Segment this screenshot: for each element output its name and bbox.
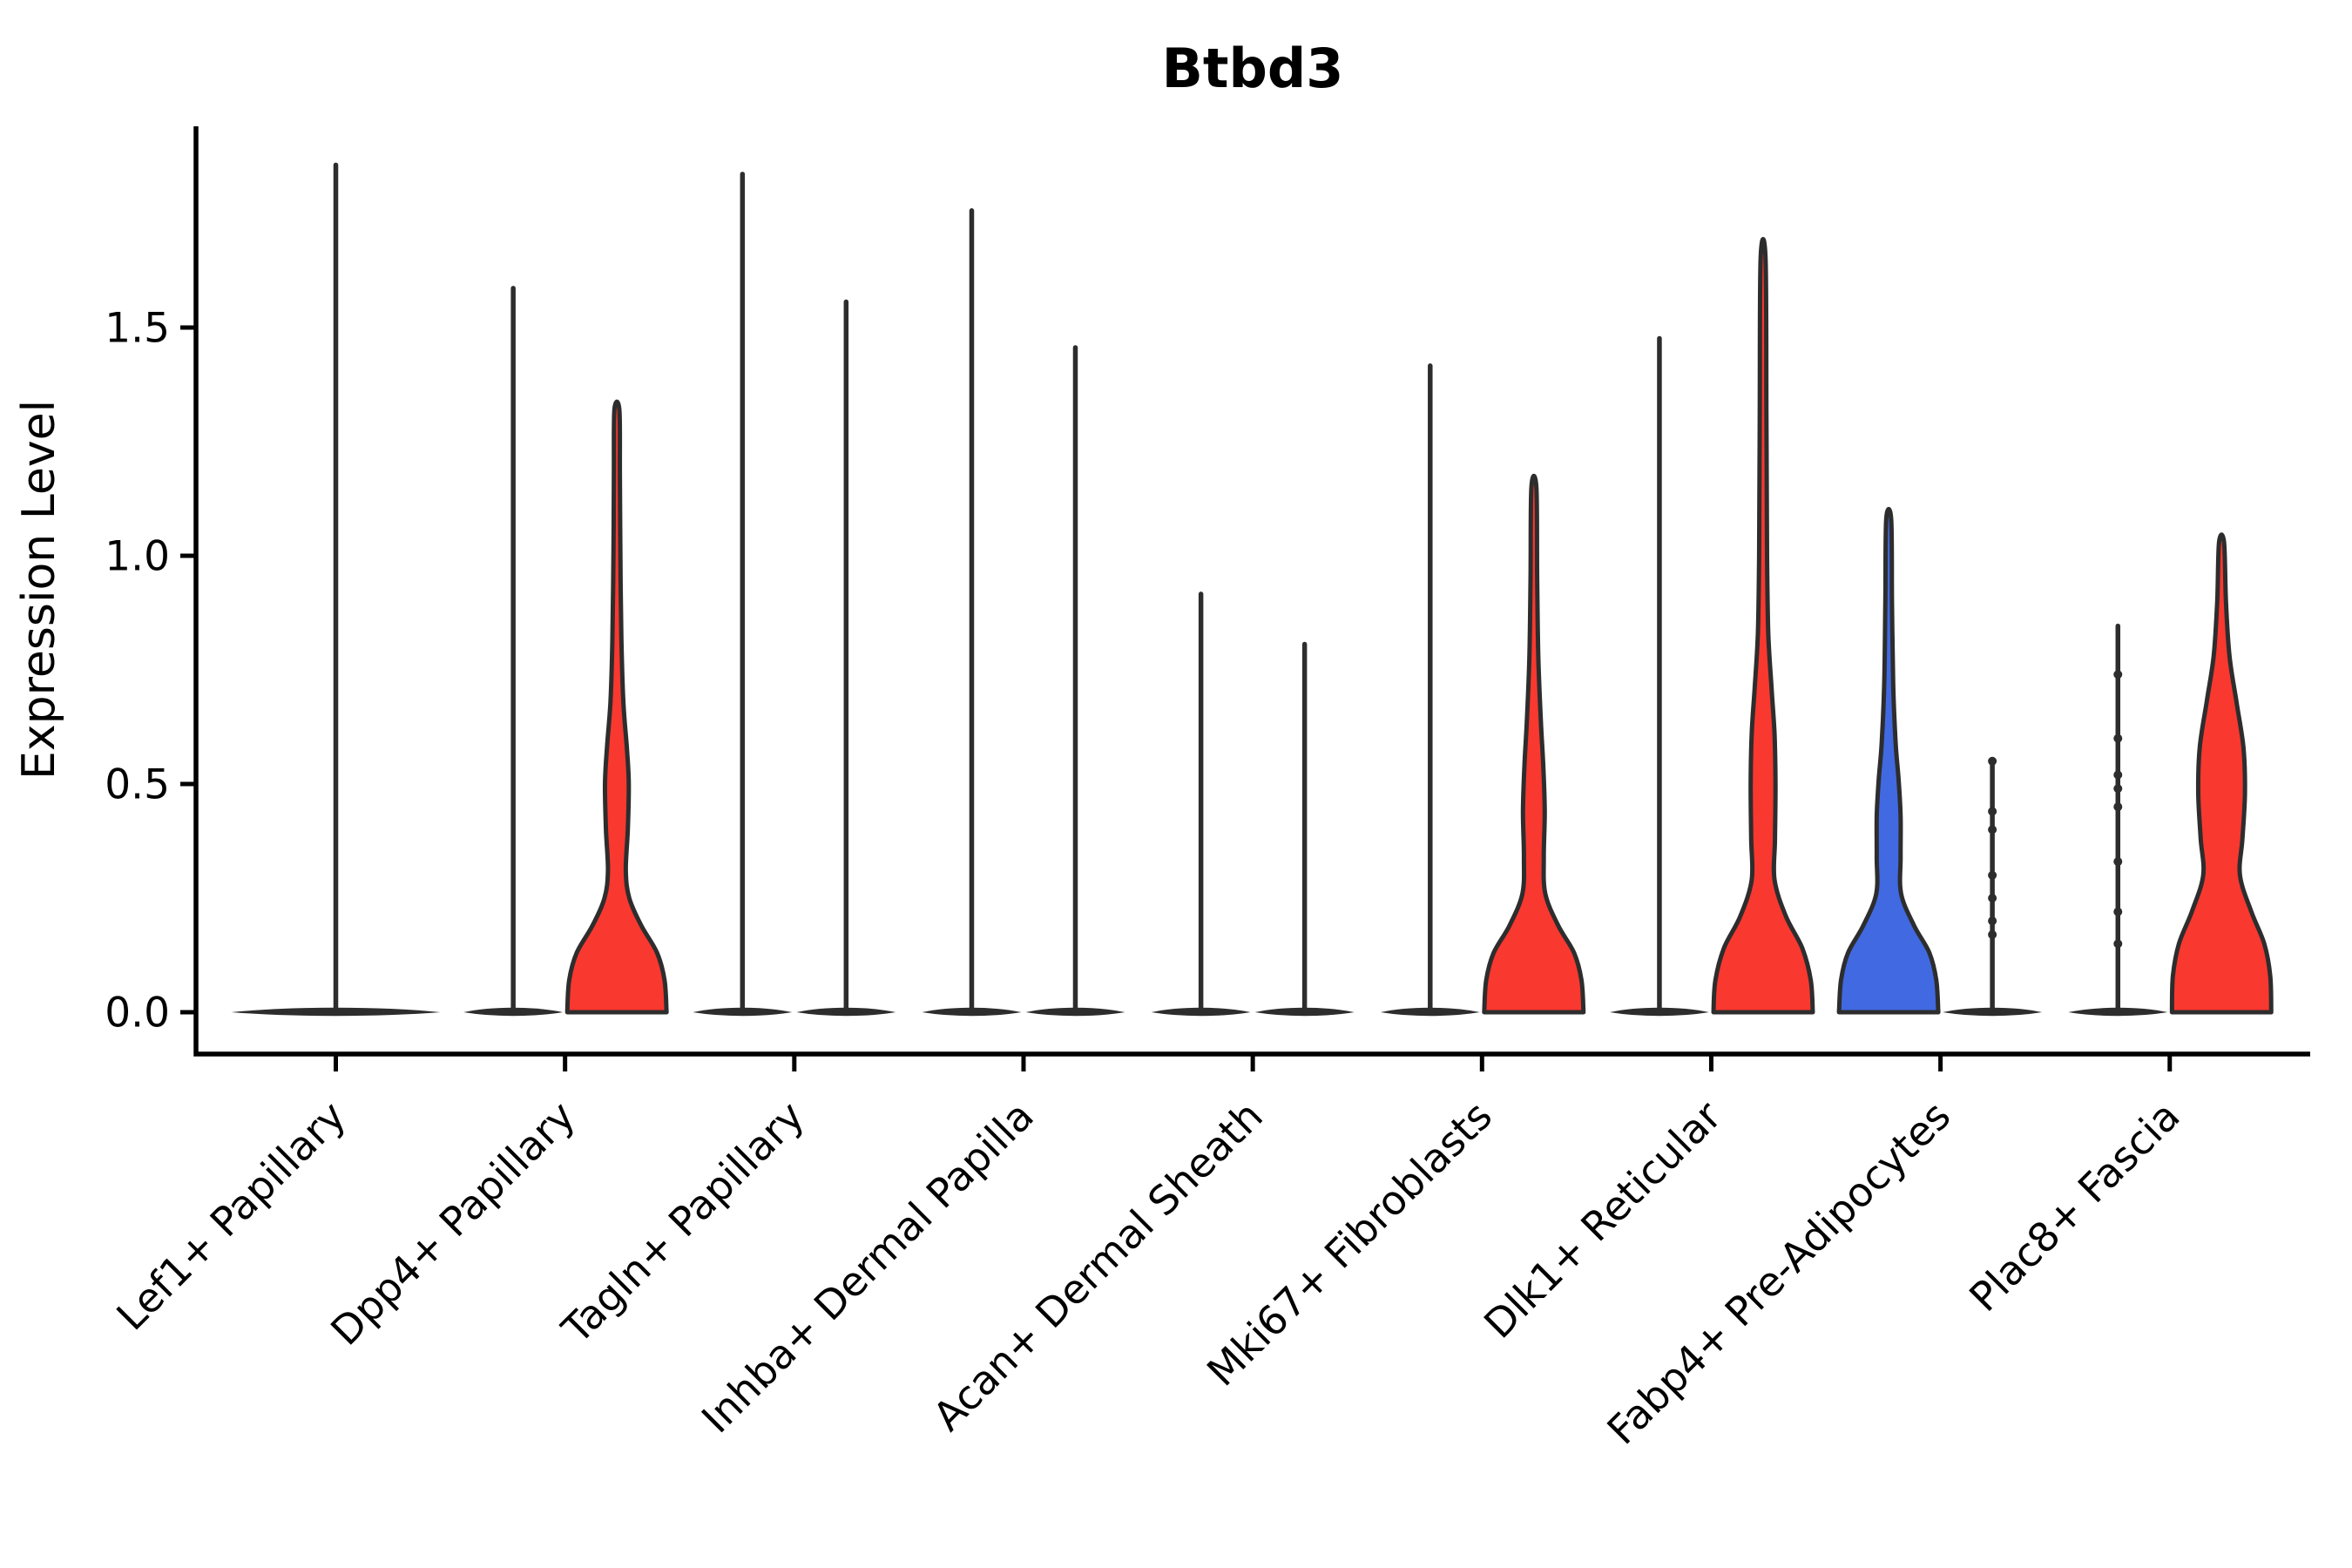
y-tick-label: 1.5 [105,305,170,353]
x-tick-label: Dpp4+ Papillary [321,1092,584,1355]
jitter-dot [1988,825,1997,835]
violin-body-right [1711,237,1815,1015]
jitter-dot [2113,733,2123,743]
plot-axes [193,126,2310,1057]
x-tick-label: Plac8+ Fascia [1960,1092,2188,1321]
y-tick-label: 0.0 [105,990,170,1037]
jitter-dot [1988,929,1997,939]
violin-body-right [564,399,669,1015]
jitter-dot [2113,802,2123,812]
violin-body-right [2169,532,2274,1015]
x-tick-label: Lef1+ Papillary [107,1092,355,1340]
jitter-dot [2113,784,2123,794]
jitter-dot [2113,670,2123,679]
jitter-dot [1988,807,1997,816]
jitter-dot [2113,770,2123,780]
violin-body-left [1836,506,1941,1015]
x-tick-label: Dlk1+ Reticular [1475,1092,1730,1348]
jitter-dot [1988,894,1997,902]
violin-body-right [1482,473,1586,1015]
jitter-dot [1988,756,1997,766]
jitter-dot [2113,857,2123,867]
jitter-dot [2113,907,2123,916]
jitter-dot [1988,916,1997,926]
jitter-dot [2113,939,2123,949]
chart-title: Btbd3 [1162,37,1344,100]
y-tick-label: 0.5 [105,761,170,809]
y-tick-label: 1.0 [105,533,170,581]
jitter-dot [1988,870,1997,880]
x-tick-label: Tagln+ Papillary [552,1092,814,1354]
y-axis-label: Expression Level [13,400,65,780]
